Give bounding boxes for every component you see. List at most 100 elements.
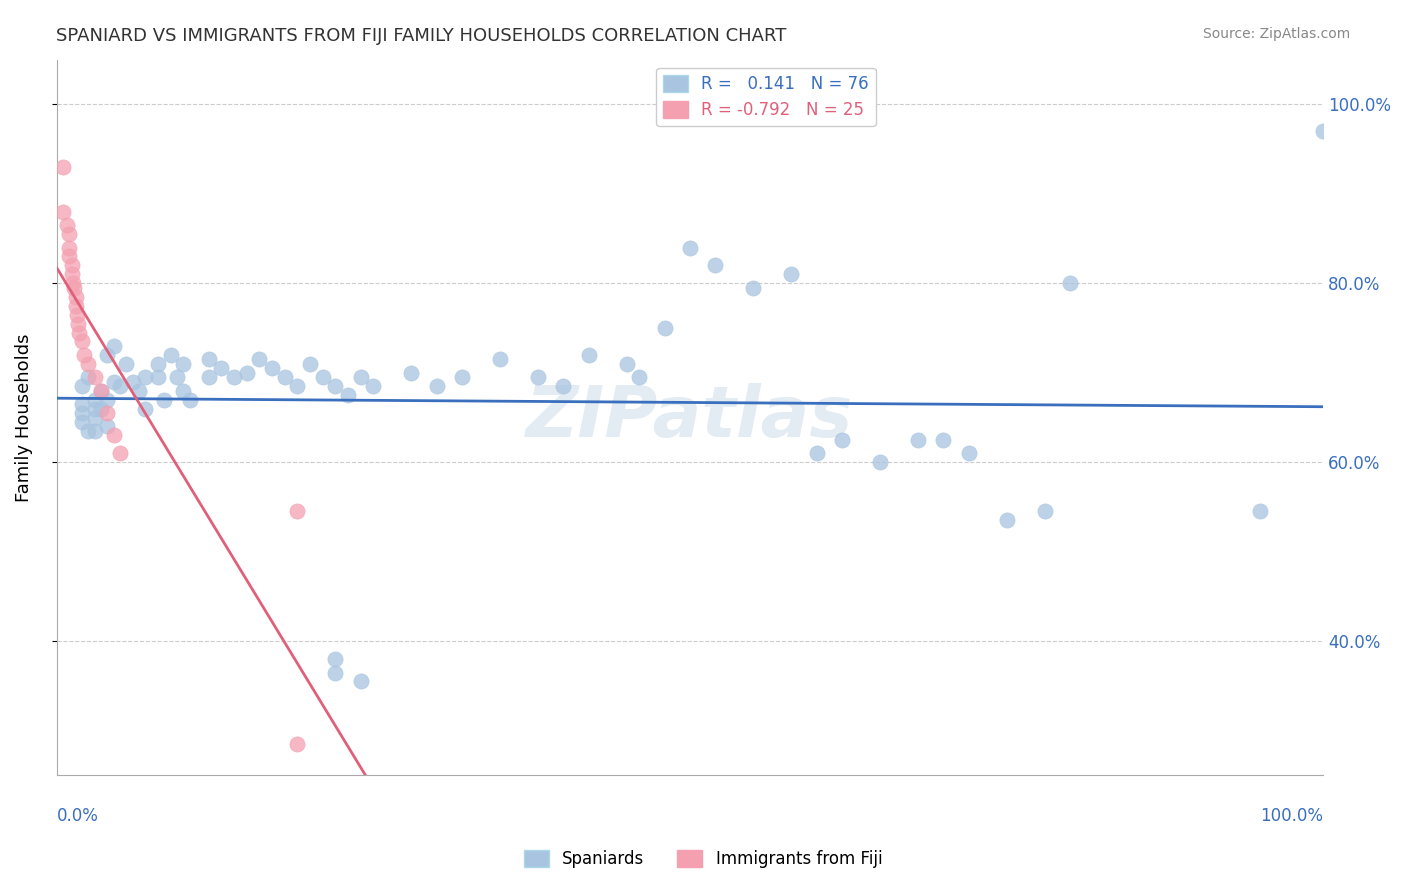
- Point: [1312, 124, 1334, 138]
- Point: [197, 352, 219, 367]
- Point: [103, 428, 125, 442]
- Point: [67, 326, 90, 340]
- Point: [90, 384, 112, 398]
- Point: [654, 321, 676, 335]
- Point: [323, 665, 346, 680]
- Point: [260, 361, 283, 376]
- Point: [63, 281, 86, 295]
- Point: [83, 401, 105, 416]
- Point: [172, 384, 194, 398]
- Point: [52, 204, 75, 219]
- Point: [77, 357, 100, 371]
- Text: ZIPatlas: ZIPatlas: [526, 383, 853, 452]
- Point: [70, 406, 93, 420]
- Point: [285, 379, 308, 393]
- Point: [65, 290, 87, 304]
- Point: [67, 317, 90, 331]
- Point: [96, 392, 118, 407]
- Point: [197, 370, 219, 384]
- Point: [166, 370, 188, 384]
- Point: [679, 240, 702, 254]
- Point: [235, 366, 257, 380]
- Point: [323, 652, 346, 666]
- Point: [349, 674, 371, 689]
- Point: [103, 375, 125, 389]
- Point: [83, 370, 105, 384]
- Point: [907, 433, 929, 447]
- Point: [336, 388, 359, 402]
- Point: [108, 379, 131, 393]
- Point: [399, 366, 422, 380]
- Text: 100.0%: 100.0%: [1260, 806, 1323, 825]
- Point: [96, 419, 118, 434]
- Point: [73, 348, 96, 362]
- Point: [298, 357, 321, 371]
- Point: [62, 277, 84, 291]
- Point: [172, 357, 194, 371]
- Point: [70, 415, 93, 429]
- Point: [780, 268, 803, 282]
- Text: 0.0%: 0.0%: [56, 806, 98, 825]
- Point: [209, 361, 232, 376]
- Point: [704, 259, 727, 273]
- Point: [58, 227, 80, 241]
- Point: [58, 240, 80, 254]
- Point: [60, 259, 83, 273]
- Point: [285, 737, 308, 751]
- Point: [932, 433, 955, 447]
- Legend: Spaniards, Immigrants from Fiji: Spaniards, Immigrants from Fiji: [517, 843, 889, 875]
- Point: [742, 281, 765, 295]
- Point: [311, 370, 333, 384]
- Point: [616, 357, 638, 371]
- Point: [361, 379, 384, 393]
- Point: [77, 370, 100, 384]
- Point: [831, 433, 853, 447]
- Point: [995, 513, 1018, 527]
- Point: [1249, 504, 1271, 518]
- Point: [285, 504, 308, 518]
- Y-axis label: Family Households: Family Households: [15, 334, 32, 502]
- Point: [426, 379, 449, 393]
- Point: [52, 160, 75, 174]
- Point: [108, 446, 131, 460]
- Point: [55, 218, 77, 232]
- Point: [134, 370, 156, 384]
- Point: [70, 379, 93, 393]
- Point: [1033, 504, 1056, 518]
- Point: [527, 370, 550, 384]
- Point: [90, 401, 112, 416]
- Point: [83, 392, 105, 407]
- Point: [115, 357, 138, 371]
- Point: [553, 379, 575, 393]
- Point: [70, 334, 93, 349]
- Point: [65, 299, 87, 313]
- Point: [222, 370, 245, 384]
- Point: [349, 370, 371, 384]
- Point: [146, 357, 169, 371]
- Point: [128, 384, 150, 398]
- Point: [96, 348, 118, 362]
- Point: [628, 370, 651, 384]
- Point: [121, 375, 143, 389]
- Point: [578, 348, 600, 362]
- Point: [134, 401, 156, 416]
- Point: [489, 352, 512, 367]
- Point: [957, 446, 980, 460]
- Point: [869, 455, 891, 469]
- Point: [323, 379, 346, 393]
- Point: [742, 845, 765, 859]
- Point: [103, 339, 125, 353]
- Text: Source: ZipAtlas.com: Source: ZipAtlas.com: [1202, 27, 1350, 41]
- Point: [1059, 277, 1081, 291]
- Point: [247, 352, 270, 367]
- Point: [90, 384, 112, 398]
- Legend: R =   0.141   N = 76, R = -0.792   N = 25: R = 0.141 N = 76, R = -0.792 N = 25: [657, 68, 876, 126]
- Point: [96, 406, 118, 420]
- Point: [77, 424, 100, 438]
- Point: [146, 370, 169, 384]
- Point: [159, 348, 181, 362]
- Point: [58, 250, 80, 264]
- Point: [153, 392, 176, 407]
- Point: [273, 370, 295, 384]
- Point: [66, 308, 89, 322]
